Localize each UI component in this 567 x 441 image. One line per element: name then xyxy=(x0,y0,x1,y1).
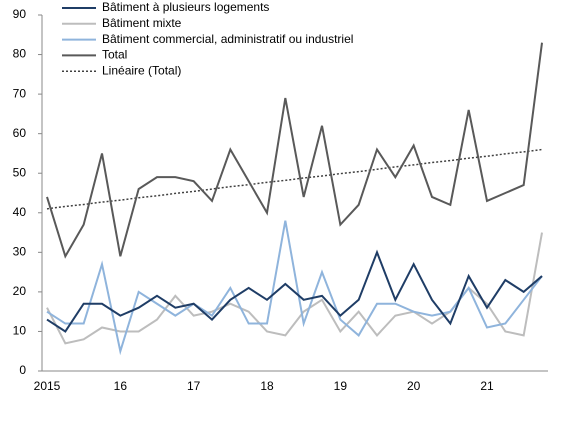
y-tick-label: 80 xyxy=(13,47,27,61)
y-tick-label: 60 xyxy=(13,126,27,140)
x-tick-label: 19 xyxy=(334,379,348,393)
x-tick-label: 16 xyxy=(114,379,128,393)
y-tick-label: 90 xyxy=(13,7,27,21)
y-tick-label: 30 xyxy=(13,245,27,259)
y-tick-label: 20 xyxy=(13,284,27,298)
y-tick-label: 70 xyxy=(13,86,27,100)
x-tick-label: 21 xyxy=(480,379,494,393)
y-tick-label: 0 xyxy=(19,363,26,377)
legend-label: Bâtiment commercial, administratif ou in… xyxy=(102,32,353,46)
series-line xyxy=(46,148,543,210)
x-tick-label: 20 xyxy=(407,379,421,393)
x-tick-label: 17 xyxy=(187,379,201,393)
y-tick-label: 50 xyxy=(13,165,27,179)
legend-label: Linéaire (Total) xyxy=(102,63,181,77)
x-tick-label: 18 xyxy=(260,379,274,393)
legend-label: Bâtiment mixte xyxy=(102,16,182,30)
legend-label: Bâtiment à plusieurs logements xyxy=(102,0,269,14)
series-line xyxy=(46,42,543,259)
y-tick-label: 10 xyxy=(13,324,27,338)
y-tick-label: 40 xyxy=(13,205,27,219)
series-line xyxy=(46,249,543,333)
legend-label: Total xyxy=(102,48,127,62)
x-tick-label: 2015 xyxy=(34,379,61,393)
